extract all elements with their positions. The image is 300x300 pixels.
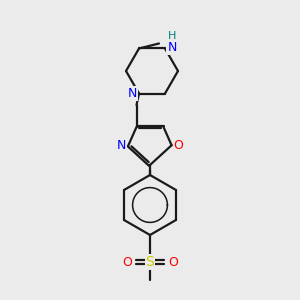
Text: N: N — [127, 87, 137, 100]
Text: O: O — [168, 256, 178, 268]
Text: O: O — [174, 139, 184, 152]
Text: S: S — [146, 255, 154, 269]
Text: H: H — [168, 32, 176, 41]
Text: N: N — [167, 41, 177, 54]
Text: N: N — [117, 139, 126, 152]
Text: O: O — [122, 256, 132, 268]
